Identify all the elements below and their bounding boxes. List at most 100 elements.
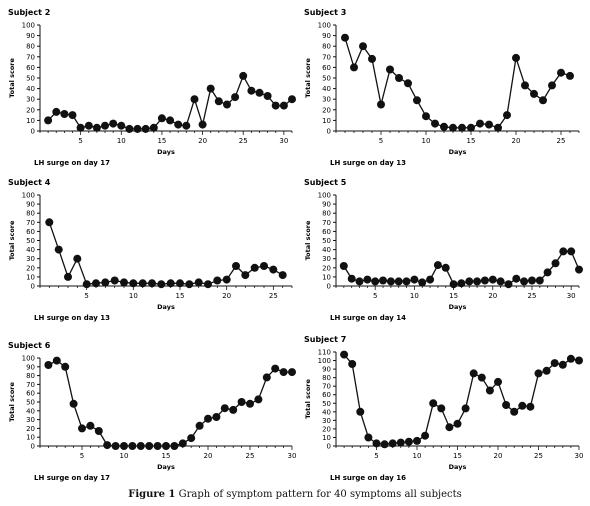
data-point: [496, 277, 505, 286]
data-point: [162, 442, 170, 450]
x-tick-label: 25: [239, 137, 248, 145]
data-point: [103, 441, 112, 450]
data-point: [260, 262, 268, 270]
data-point: [461, 404, 470, 413]
data-point: [457, 279, 466, 288]
data-point: [64, 272, 72, 281]
data-point: [110, 276, 119, 285]
data-point: [526, 402, 535, 411]
data-point: [340, 350, 349, 359]
y-tick-label: 20: [322, 425, 331, 433]
data-point: [222, 275, 231, 284]
data-point: [339, 262, 348, 270]
data-point: [86, 421, 95, 430]
data-point: [528, 276, 536, 285]
y-tick-label: 80: [26, 43, 35, 51]
chart-title: Subject 2: [8, 8, 50, 17]
y-tick-label: 50: [26, 399, 35, 407]
data-point: [433, 261, 442, 270]
x-axis-label: Days: [157, 463, 175, 471]
data-point: [494, 123, 502, 132]
data-point: [220, 404, 229, 413]
y-tick-label: 60: [26, 64, 35, 72]
data-point: [503, 111, 511, 120]
y-tick-label: 30: [322, 417, 331, 425]
y-tick-label: 0: [31, 443, 35, 451]
data-point: [129, 279, 138, 288]
data-point: [166, 279, 175, 288]
lh-surge-note: LH surge on day 16: [330, 474, 406, 482]
data-point: [195, 421, 204, 430]
x-tick-label: 15: [176, 292, 185, 300]
y-axis-label: Total score: [8, 58, 16, 98]
x-tick-label: 5: [80, 452, 84, 460]
y-axis-label: Total score: [8, 382, 16, 422]
y-tick-label: 60: [322, 64, 331, 72]
series-line: [344, 37, 571, 129]
data-point: [262, 373, 271, 382]
data-point: [178, 439, 187, 448]
y-tick-label: 20: [26, 106, 35, 114]
data-point: [567, 247, 576, 256]
data-point: [386, 277, 395, 286]
data-point: [350, 63, 358, 72]
data-point: [149, 123, 158, 132]
data-point: [204, 280, 212, 289]
y-tick-label: 90: [26, 32, 35, 40]
data-point: [404, 79, 412, 88]
data-point: [247, 86, 256, 95]
data-point: [271, 101, 280, 110]
x-tick-label: 30: [288, 452, 297, 460]
data-point: [502, 401, 511, 409]
y-tick-label: 70: [322, 53, 331, 61]
data-point: [520, 277, 529, 286]
data-point: [467, 123, 475, 132]
data-point: [174, 120, 183, 129]
y-tick-label: 10: [26, 117, 35, 125]
x-tick-label: 30: [575, 452, 584, 460]
x-tick-label: 20: [198, 137, 207, 145]
x-tick-label: 10: [117, 137, 126, 145]
y-tick-label: 90: [26, 201, 35, 209]
data-point: [494, 377, 502, 386]
data-point: [182, 121, 191, 130]
data-point: [426, 275, 435, 284]
x-tick-label: 20: [488, 292, 497, 300]
x-tick-label: 20: [204, 452, 213, 460]
x-tick-label: 5: [84, 292, 88, 300]
data-point: [120, 442, 128, 450]
x-tick-label: 5: [373, 292, 377, 300]
data-point: [148, 279, 156, 288]
data-point: [488, 275, 497, 284]
data-point: [480, 276, 489, 285]
x-tick-label: 10: [120, 452, 129, 460]
x-tick-label: 25: [534, 452, 543, 460]
data-point: [69, 399, 78, 408]
y-tick-label: 40: [322, 246, 331, 254]
lh-surge-note: LH surge on day 13: [330, 159, 406, 167]
y-tick-label: 50: [26, 75, 35, 83]
data-point: [363, 275, 372, 284]
data-point: [410, 275, 419, 284]
data-point: [485, 120, 493, 129]
y-tick-label: 50: [322, 400, 331, 408]
data-point: [372, 439, 381, 448]
y-tick-label: 60: [322, 391, 331, 399]
data-point: [214, 97, 223, 106]
data-point: [440, 122, 448, 131]
data-point: [133, 124, 142, 133]
data-point: [530, 89, 538, 98]
lh-surge-note: LH surge on day 17: [34, 474, 110, 482]
y-tick-label: 50: [26, 237, 35, 245]
data-point: [246, 399, 254, 408]
y-tick-label: 70: [322, 383, 331, 391]
y-tick-label: 0: [327, 443, 331, 451]
data-point: [44, 361, 53, 369]
y-tick-label: 10: [322, 273, 331, 281]
data-point: [388, 439, 397, 448]
data-point: [94, 427, 103, 435]
x-tick-label: 15: [467, 137, 476, 145]
y-axis-label: Total score: [8, 220, 16, 260]
